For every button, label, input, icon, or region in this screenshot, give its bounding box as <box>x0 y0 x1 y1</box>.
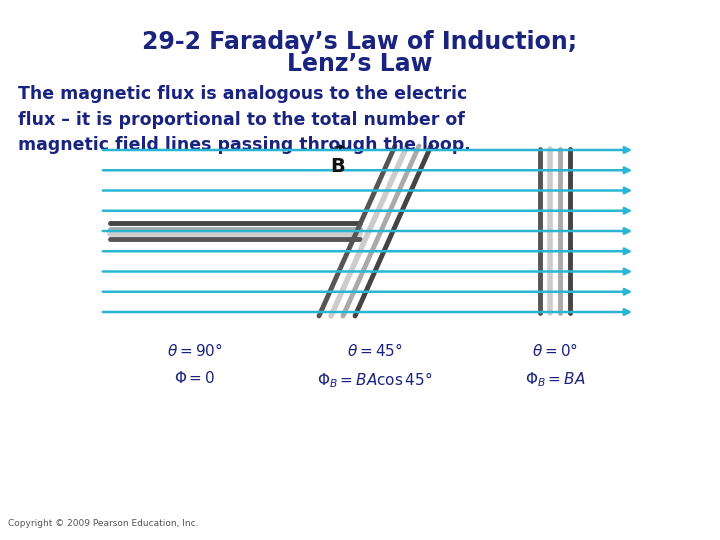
Text: $\theta=45°$: $\theta=45°$ <box>347 342 403 359</box>
Text: The magnetic flux is analogous to the electric
flux – it is proportional to the : The magnetic flux is analogous to the el… <box>18 85 471 154</box>
Text: Copyright © 2009 Pearson Education, Inc.: Copyright © 2009 Pearson Education, Inc. <box>8 519 199 528</box>
Text: $\Phi_B=BA$: $\Phi_B=BA$ <box>525 370 585 389</box>
Text: $\Phi_B=BA\cos45°$: $\Phi_B=BA\cos45°$ <box>318 370 433 390</box>
Text: $\Phi=0$: $\Phi=0$ <box>174 370 216 386</box>
Text: $\theta=0°$: $\theta=0°$ <box>532 342 578 359</box>
Text: $\theta=90°$: $\theta=90°$ <box>167 342 223 359</box>
Text: Lenz’s Law: Lenz’s Law <box>287 52 433 76</box>
Text: $\mathbf{B}$: $\mathbf{B}$ <box>330 157 346 176</box>
Text: 29-2 Faraday’s Law of Induction;: 29-2 Faraday’s Law of Induction; <box>143 30 577 54</box>
